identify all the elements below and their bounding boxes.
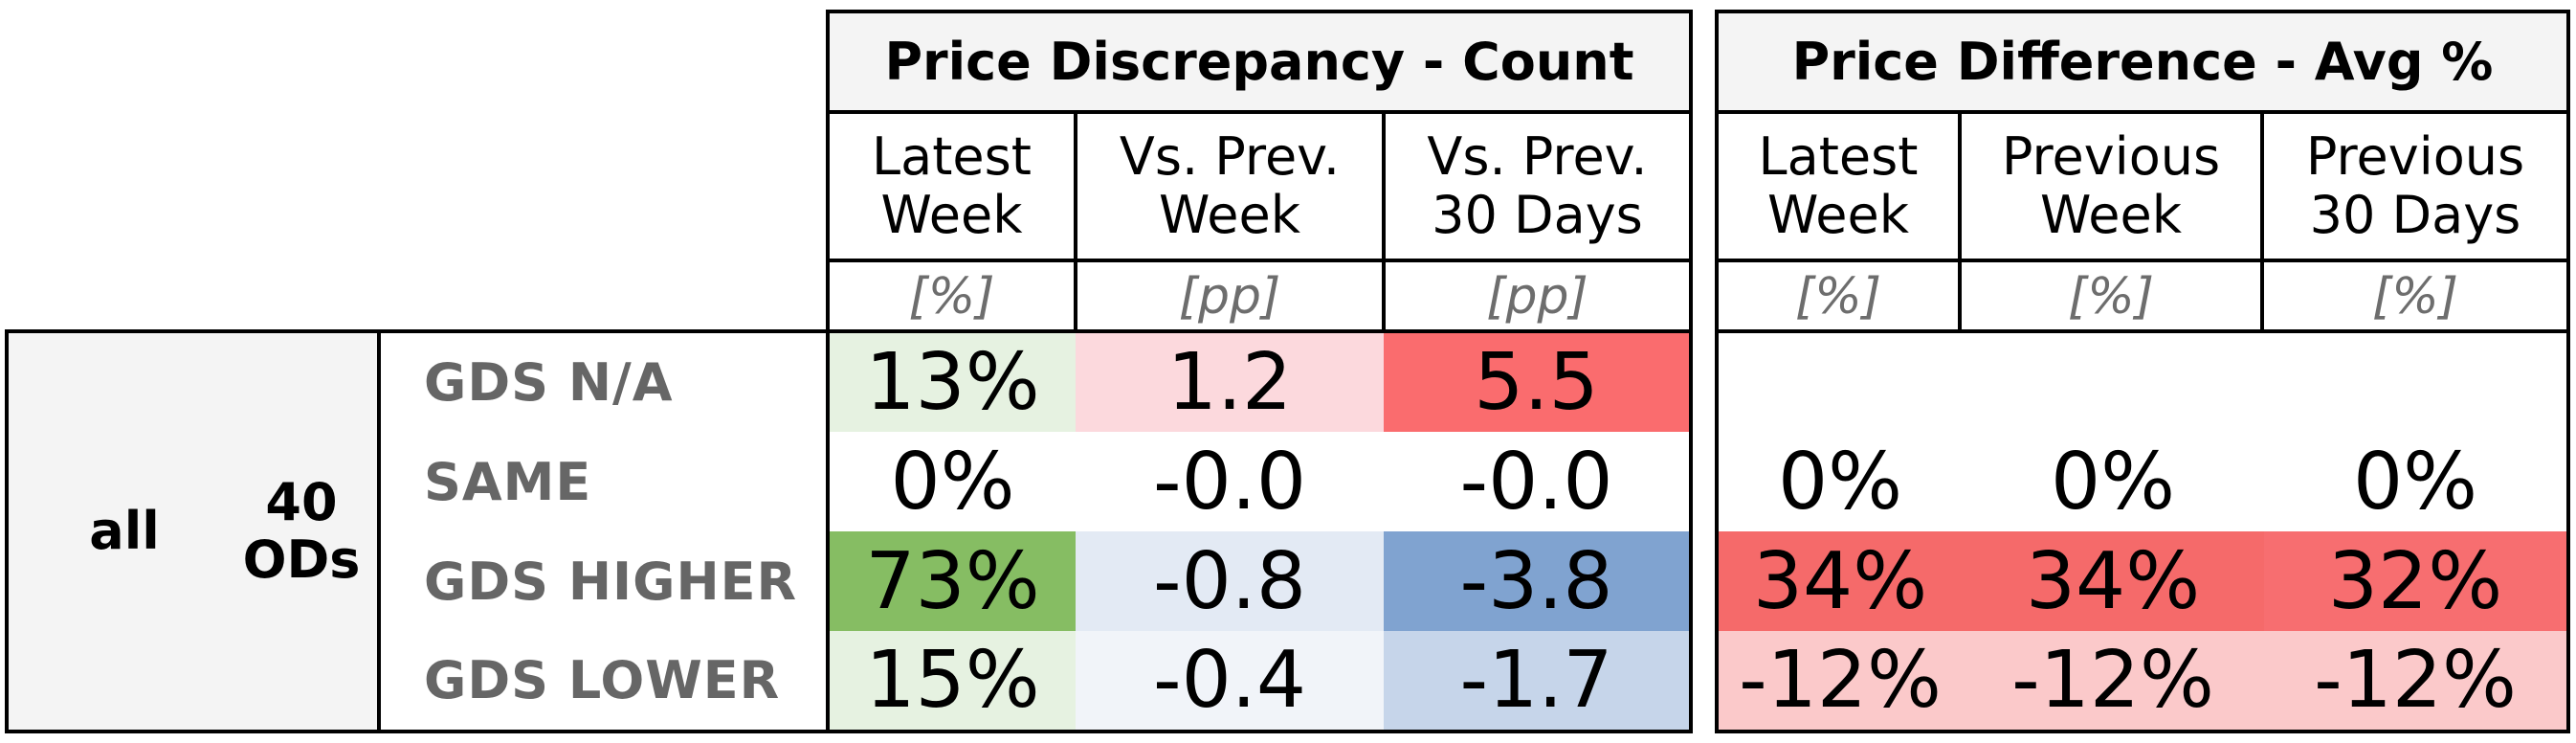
avg-unit-previous-week: [%] [2068,268,2154,326]
avg-col-header-previous-week: Previous Week [2001,126,2221,245]
avg-cell-r0-c2 [2264,333,2566,432]
count-unit-vs-prev-week: [pp] [1178,268,1281,326]
avg-col-header-latest-week: Latest Week [1758,126,1919,245]
row-label-same: SAME [424,451,592,512]
count-col-header-latest-week: Latest Week [872,126,1032,245]
segment-divider [377,329,381,733]
avg-cell-r2-c0: 34% [1719,531,1962,631]
avg-cell-r1-c2: 0% [2264,432,2566,531]
row-labels: GDS N/A SAME GDS HIGHER GDS LOWER [381,333,826,730]
count-unit-vs-prev-30-days: [pp] [1486,268,1588,326]
row-label-gds-lower: GDS LOWER [424,650,781,710]
count-col-header-vs-prev-30-days: Vs. Prev. 30 Days [1427,126,1648,245]
avg-cell-r2-c2: 32% [2264,531,2566,631]
avg-body: 0% 0% 0% 34% 34% 32% -12% -12% -12% [1719,333,2566,730]
avg-cell-r3-c0: -12% [1719,631,1962,730]
avg-unit-previous-30-days: [%] [2372,268,2458,326]
avg-cell-r0-c0 [1719,333,1962,432]
avg-body-border [1715,329,2570,733]
count-cell-r2-c2: -3.8 [1384,531,1689,631]
count-cell-r1-c0: 0% [830,432,1076,531]
count-cell-r1-c2: -0.0 [1384,432,1689,531]
avg-cell-r1-c0: 0% [1719,432,1962,531]
segment-panel [5,329,381,733]
count-cell-r3-c0: 15% [830,631,1076,730]
count-cell-r2-c1: -0.8 [1076,531,1384,631]
avg-cell-r3-c1: -12% [1962,631,2264,730]
count-col-header-vs-prev-week: Vs. Prev. Week [1119,126,1341,245]
segment-od-count-label: 40 ODs [242,471,361,590]
count-cell-r0-c2: 5.5 [1384,333,1689,432]
count-cell-r0-c0: 13% [830,333,1076,432]
avg-cell-r3-c2: -12% [2264,631,2566,730]
count-cell-r0-c1: 1.2 [1076,333,1384,432]
group-title-count: Price Discrepancy - Count [826,10,1693,114]
avg-header-divider-1 [1958,110,1962,335]
avg-cell-r0-c1 [1962,333,2264,432]
count-unit-latest-week: [%] [908,268,995,326]
left-table-border [5,329,1693,733]
segment-scope-label: all [89,500,160,561]
count-header-divider-1 [1074,110,1077,335]
avg-cell-r1-c1: 0% [1962,432,2264,531]
count-body: 13% 1.2 5.5 0% -0.0 -0.0 73% -0.8 -3.8 1… [830,333,1689,730]
count-cell-r2-c0: 73% [830,531,1076,631]
count-header-divider-2 [1382,110,1386,335]
group-title-avg: Price Difference - Avg % [1715,10,2570,114]
count-cell-r3-c1: -0.4 [1076,631,1384,730]
avg-unit-latest-week: [%] [1795,268,1881,326]
row-label-gds-na: GDS N/A [424,352,674,413]
avg-header-unit-rule [1715,259,2570,262]
avg-col-header-previous-30-days: Previous 30 Days [2305,126,2525,245]
count-cell-r3-c2: -1.7 [1384,631,1689,730]
avg-header-divider-2 [2260,110,2264,335]
count-cell-r1-c1: -0.0 [1076,432,1384,531]
count-header-unit-rule [826,259,1693,262]
avg-cell-r2-c1: 34% [1962,531,2264,631]
row-label-gds-higher: GDS HIGHER [424,551,798,612]
